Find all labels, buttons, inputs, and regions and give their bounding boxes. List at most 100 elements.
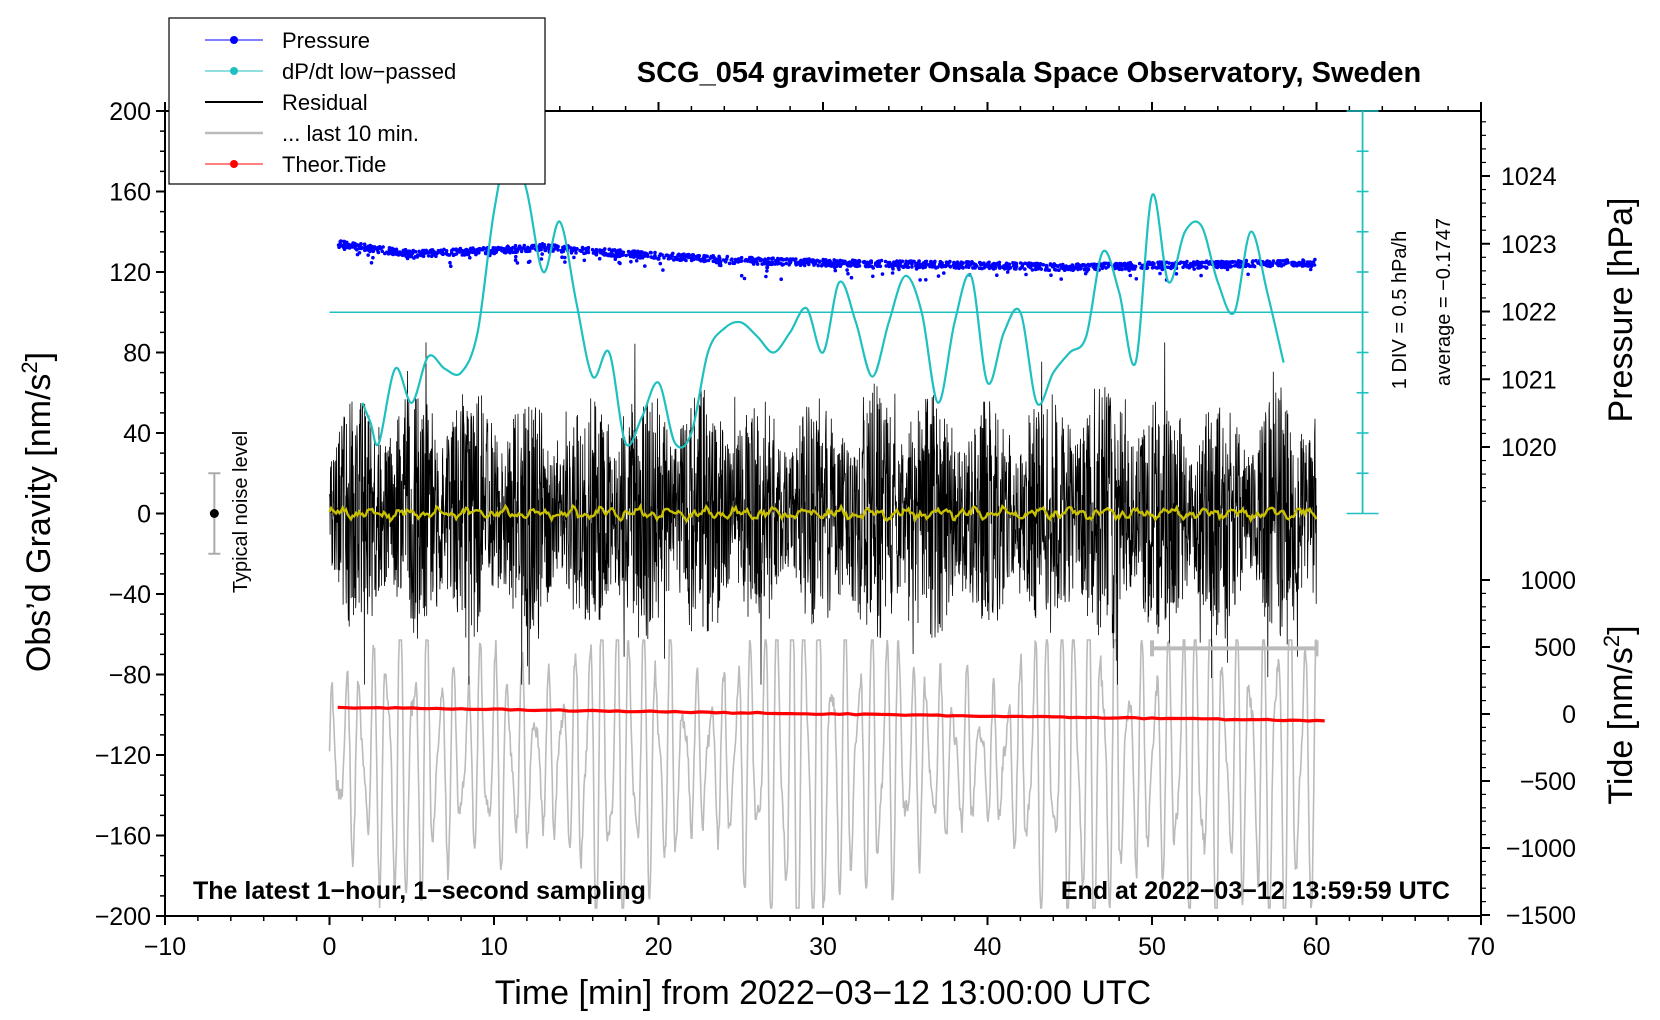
pressure-point <box>848 264 853 268</box>
pressure-point <box>965 261 969 266</box>
pressure-point <box>1039 267 1043 271</box>
pressure-point <box>696 257 701 261</box>
pressure-point <box>546 243 551 247</box>
pressure-point <box>435 250 440 255</box>
bottom-right-note: End at 2022−03−12 13:59:59 UTC <box>1061 877 1450 905</box>
gravity-tick-label: −160 <box>95 823 151 851</box>
pressure-point <box>523 247 527 251</box>
tide-line <box>337 705 1325 723</box>
legend-residual-label: Residual <box>282 90 368 115</box>
pressure-point <box>953 264 957 268</box>
pressure-point <box>561 245 565 250</box>
pressure-axis-title: Pressure [hPa] <box>1602 198 1640 423</box>
pressure-point <box>563 260 567 264</box>
pressure-point <box>640 254 644 259</box>
pressure-point <box>513 243 518 248</box>
pressure-point <box>998 266 1002 270</box>
pressure-point <box>760 258 764 262</box>
gravity-tick-label: −80 <box>109 662 151 690</box>
pressure-point <box>674 256 678 261</box>
pressure-point <box>1049 273 1053 278</box>
x-tick-label: 30 <box>809 933 837 961</box>
pressure-point <box>1204 266 1209 270</box>
pressure-point <box>540 252 544 256</box>
pressure-point <box>515 261 520 265</box>
pressure-point <box>914 262 918 266</box>
pressure-point <box>465 252 469 257</box>
pressure-point <box>898 259 902 263</box>
noise-level-marker <box>208 472 221 555</box>
pressure-point <box>394 249 399 254</box>
pressure-point <box>338 240 343 244</box>
tide-tick-label: −500 <box>1520 768 1576 796</box>
pressure-point <box>671 251 675 256</box>
pressure-point <box>1160 267 1165 272</box>
pressure-point <box>574 251 578 255</box>
pressure-point <box>474 252 478 257</box>
pressure-point <box>1236 264 1240 269</box>
dpdt-scale-label: 1 DIV = 0.5 hPa/h <box>1389 231 1411 389</box>
pressure-point <box>390 247 395 251</box>
pressure-point <box>610 249 614 254</box>
pressure-point <box>914 267 919 271</box>
pressure-point <box>770 262 774 267</box>
legend-dpdt-marker <box>230 67 238 75</box>
pressure-point <box>702 259 706 264</box>
gravity-tick-label: 40 <box>123 420 151 448</box>
last10-line <box>328 639 1317 909</box>
pressure-point <box>917 259 921 263</box>
pressure-point <box>634 258 639 263</box>
last10-range-bar <box>1150 640 1319 657</box>
pressure-point <box>807 262 811 267</box>
pressure-point <box>602 253 607 257</box>
gravity-axis-title-prefix: Obs’d Gravity [nm/s <box>20 374 58 673</box>
pressure-point <box>491 246 496 250</box>
pressure-point <box>1069 267 1073 272</box>
pressure-point <box>1073 265 1077 270</box>
pressure-point <box>960 265 964 270</box>
x-tick-label: 10 <box>480 933 508 961</box>
pressure-point <box>1005 265 1010 270</box>
pressure-point <box>1170 265 1175 270</box>
pressure-point <box>1049 263 1054 267</box>
pressure-point <box>362 242 367 247</box>
pressure-point <box>711 254 715 258</box>
pressure-point <box>938 262 942 267</box>
pressure-point <box>422 248 427 253</box>
pressure-axis-ticks: 1024 1023 1022 1021 1020 <box>1481 121 1557 502</box>
pressure-tick-label: 1020 <box>1501 434 1557 462</box>
pressure-point <box>731 261 735 266</box>
pressure-point <box>1174 272 1179 276</box>
pressure-point <box>930 265 935 269</box>
pressure-point <box>833 260 837 265</box>
pressure-point <box>397 250 402 254</box>
pressure-point <box>866 264 871 269</box>
legend-last10-label: ... last 10 min. <box>282 121 419 146</box>
pressure-point <box>773 262 777 266</box>
residual-line <box>329 342 1317 685</box>
pressure-point <box>765 269 769 273</box>
pressure-point <box>359 242 363 246</box>
pressure-point <box>1018 267 1022 271</box>
pressure-point <box>1034 261 1038 266</box>
tide-series <box>337 705 1325 723</box>
pressure-point <box>816 263 820 268</box>
pressure-point <box>1117 267 1122 272</box>
pressure-point <box>439 251 444 255</box>
pressure-point <box>1192 267 1196 271</box>
gravity-tick-label: −40 <box>109 581 151 609</box>
pressure-tick-label: 1023 <box>1501 231 1557 259</box>
pressure-tick-label: 1024 <box>1501 163 1557 191</box>
pressure-point <box>1023 267 1027 271</box>
pressure-point <box>846 271 850 276</box>
pressure-point <box>680 255 684 260</box>
pressure-point <box>991 264 995 268</box>
pressure-point <box>594 252 599 257</box>
pressure-point <box>855 262 860 266</box>
pressure-point <box>612 253 617 258</box>
pressure-point <box>1011 261 1015 265</box>
pressure-point <box>1076 265 1081 269</box>
pressure-point <box>691 254 695 259</box>
pressure-point <box>605 253 610 257</box>
